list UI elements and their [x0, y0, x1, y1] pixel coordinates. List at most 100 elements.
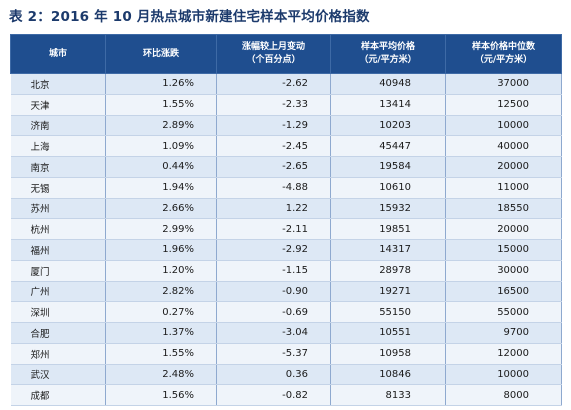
header-change-unit: （个百分点）: [246, 55, 301, 65]
header-city-label: 城市: [48, 48, 67, 59]
cell-mom-change: 1.55%: [105, 94, 217, 116]
cell-mom-change: 2.48%: [105, 364, 217, 386]
header-avg-price: 样本平均价格 （元/平方米）: [330, 34, 446, 74]
header-avg-price-unit: （元/平方米）: [359, 55, 417, 65]
cell-avg-price: 10846: [330, 364, 446, 386]
cell-median-price: 11000: [445, 177, 562, 199]
table-row: 北京 1.26% -2.62 40948 37000: [10, 73, 562, 95]
cell-mom-change: 1.56%: [105, 384, 217, 406]
cell-change-vs-last-month: -4.88: [216, 177, 331, 199]
table-row: 济南 2.89% -1.29 10203 10000: [10, 115, 562, 137]
cell-median-price: 9700: [445, 322, 562, 344]
cell-change-vs-last-month: -2.92: [216, 239, 331, 261]
cell-mom-change: 2.82%: [105, 281, 217, 303]
cell-city: 深圳: [10, 301, 106, 323]
cell-avg-price: 10610: [330, 177, 446, 199]
cell-median-price: 30000: [445, 260, 562, 282]
header-mom-change-label: 环比涨跌: [142, 48, 179, 59]
cell-city: 广州: [10, 281, 106, 303]
cell-median-price: 16500: [445, 281, 562, 303]
cell-city: 厦门: [10, 260, 106, 282]
cell-median-price: 20000: [445, 218, 562, 240]
header-avg-price-label: 样本平均价格: [360, 42, 415, 52]
cell-avg-price: 10203: [330, 115, 446, 137]
cell-change-vs-last-month: -2.62: [216, 73, 331, 95]
table-row: 深圳 0.27% -0.69 55150 55000: [10, 301, 562, 323]
cell-change-vs-last-month: -3.04: [216, 322, 331, 344]
cell-city: 济南: [10, 115, 106, 137]
cell-avg-price: 13414: [330, 94, 446, 116]
cell-median-price: 12500: [445, 94, 562, 116]
cell-avg-price: 14317: [330, 239, 446, 261]
cell-city: 福州: [10, 239, 106, 261]
cell-median-price: 20000: [445, 156, 562, 178]
cell-city: 苏州: [10, 198, 106, 220]
header-median-price-unit: （元/平方米）: [474, 55, 533, 65]
cell-avg-price: 45447: [330, 135, 446, 157]
cell-city: 杭州: [10, 218, 106, 240]
cell-mom-change: 0.44%: [105, 156, 217, 178]
cell-city: 武汉: [10, 364, 106, 386]
cell-change-vs-last-month: -0.82: [216, 384, 331, 406]
cell-avg-price: 15932: [330, 198, 446, 220]
cell-mom-change: 0.27%: [105, 301, 217, 323]
cell-mom-change: 1.55%: [105, 343, 217, 365]
table-row: 苏州 2.66% 1.22 15932 18550: [10, 198, 562, 220]
cell-avg-price: 55150: [330, 301, 446, 323]
cell-mom-change: 1.26%: [105, 73, 217, 95]
cell-change-vs-last-month: -2.11: [216, 218, 331, 240]
cell-avg-price: 10958: [330, 343, 446, 365]
cell-median-price: 15000: [445, 239, 562, 261]
header-median-price: 样本价格中位数 （元/平方米）: [445, 34, 562, 74]
header-change-label: 涨幅较上月变动: [241, 42, 305, 52]
table-row: 福州 1.96% -2.92 14317 15000: [10, 239, 562, 261]
cell-median-price: 55000: [445, 301, 562, 323]
cell-median-price: 40000: [445, 135, 562, 157]
cell-mom-change: 2.66%: [105, 198, 217, 220]
table-row: 上海 1.09% -2.45 45447 40000: [10, 135, 562, 157]
cell-avg-price: 19851: [330, 218, 446, 240]
table-row: 厦门 1.20% -1.15 28978 30000: [10, 260, 562, 282]
cell-median-price: 12000: [445, 343, 562, 365]
cell-mom-change: 1.09%: [105, 135, 217, 157]
cell-city: 合肥: [10, 322, 106, 344]
cell-city: 无锡: [10, 177, 106, 199]
cell-change-vs-last-month: -0.90: [216, 281, 331, 303]
cell-city: 北京: [10, 73, 106, 95]
cell-avg-price: 8133: [330, 384, 446, 406]
cell-city: 南京: [10, 156, 106, 178]
cell-median-price: 10000: [445, 364, 562, 386]
table-row: 杭州 2.99% -2.11 19851 20000: [10, 218, 562, 240]
cell-city: 郑州: [10, 343, 106, 365]
header-mom-change: 环比涨跌: [105, 34, 217, 74]
cell-median-price: 8000: [445, 384, 562, 406]
cell-change-vs-last-month: -2.33: [216, 94, 331, 116]
cell-change-vs-last-month: -0.69: [216, 301, 331, 323]
cell-mom-change: 2.99%: [105, 218, 217, 240]
cell-avg-price: 19271: [330, 281, 446, 303]
cell-change-vs-last-month: -1.15: [216, 260, 331, 282]
table-row: 郑州 1.55% -5.37 10958 12000: [10, 343, 562, 365]
header-median-price-label: 样本价格中位数: [471, 42, 535, 52]
cell-mom-change: 1.96%: [105, 239, 217, 261]
cell-avg-price: 40948: [330, 73, 446, 95]
cell-avg-price: 28978: [330, 260, 446, 282]
table-row: 成都 1.56% -0.82 8133 8000: [10, 384, 562, 406]
cell-change-vs-last-month: -2.65: [216, 156, 331, 178]
table-body: 北京 1.26% -2.62 40948 37000 天津 1.55% -2.33 13414 1…: [10, 73, 562, 406]
table-row: 无锡 1.94% -4.88 10610 11000: [10, 177, 562, 199]
cell-city: 成都: [10, 384, 106, 406]
cell-mom-change: 1.37%: [105, 322, 217, 344]
price-index-table: 城市 环比涨跌 涨幅较上月变动 （个百分点） 样本平均价格 （元/平方米） 样本价格…: [10, 34, 562, 406]
cell-mom-change: 1.20%: [105, 260, 217, 282]
cell-change-vs-last-month: -2.45: [216, 135, 331, 157]
table-row: 武汉 2.48% 0.36 10846 10000: [10, 364, 562, 386]
cell-city: 上海: [10, 135, 106, 157]
table-title: 表 2：2016 年 10 月热点城市新建住宅样本平均价格指数: [9, 9, 370, 25]
table-row: 合肥 1.37% -3.04 10551 9700: [10, 322, 562, 344]
header-row: 城市 环比涨跌 涨幅较上月变动 （个百分点） 样本平均价格 （元/平方米） 样本价格…: [10, 34, 562, 74]
cell-mom-change: 1.94%: [105, 177, 217, 199]
cell-median-price: 37000: [445, 73, 562, 95]
header-change-vs-last-month: 涨幅较上月变动 （个百分点）: [216, 34, 331, 74]
cell-median-price: 10000: [445, 115, 562, 137]
